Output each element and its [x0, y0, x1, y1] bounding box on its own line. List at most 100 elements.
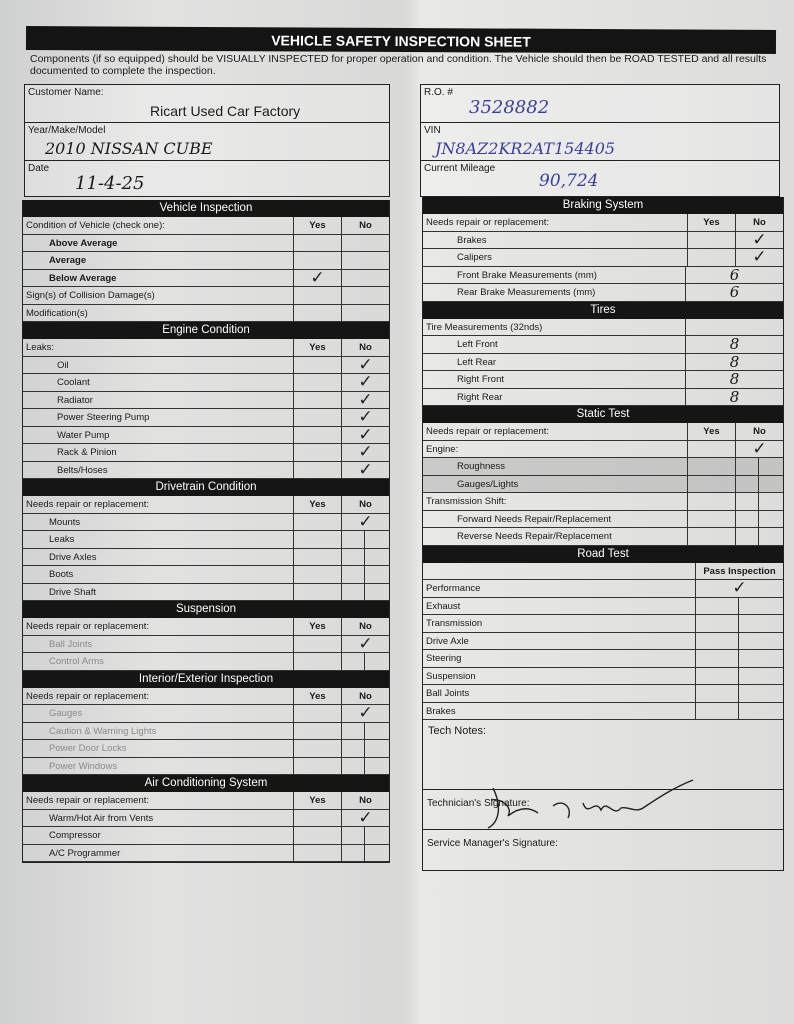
checkbox-no[interactable] — [735, 527, 783, 546]
section-column-header: Leaks: Yes No — [23, 339, 389, 357]
checkbox-yes[interactable] — [293, 444, 341, 461]
checkbox-yes[interactable] — [293, 234, 341, 251]
checkbox-yes[interactable] — [293, 635, 341, 652]
service-manager-signature-field[interactable]: Service Manager's Signature: — [423, 830, 783, 870]
checkbox-yes[interactable] — [293, 461, 341, 478]
checkbox-no[interactable]: ✓ — [341, 426, 389, 443]
measurement-value[interactable]: 8 — [685, 371, 783, 388]
checkbox-pass-inspection[interactable]: ✓ — [695, 580, 783, 597]
checkbox-yes[interactable] — [293, 356, 341, 373]
checkbox-no[interactable] — [341, 530, 389, 549]
section-column-header: Needs repair or replacement: Yes No — [423, 214, 783, 232]
checkbox-yes[interactable] — [293, 513, 341, 530]
checkbox-no[interactable] — [735, 492, 783, 511]
checkbox-no[interactable] — [341, 652, 389, 671]
checkbox-pass-inspection[interactable] — [695, 684, 783, 703]
checkbox-yes[interactable] — [293, 705, 341, 722]
checkbox-no[interactable]: ✓ — [735, 440, 783, 457]
checkbox-no[interactable] — [341, 252, 389, 269]
checkbox-yes[interactable] — [293, 809, 341, 826]
checkbox-yes[interactable] — [293, 409, 341, 426]
checkbox-yes[interactable] — [687, 231, 735, 248]
checkbox-yes[interactable] — [687, 475, 735, 492]
checkbox-yes[interactable] — [687, 493, 735, 510]
checkbox-yes[interactable] — [687, 458, 735, 475]
checkbox-yes[interactable] — [293, 827, 341, 844]
checkbox-yes[interactable] — [293, 844, 341, 861]
column-header-no: No — [341, 496, 389, 513]
checkbox-no[interactable] — [735, 474, 783, 493]
measurement-value[interactable]: 8 — [685, 353, 783, 370]
checkbox-yes[interactable] — [687, 528, 735, 545]
checkbox-yes[interactable] — [293, 391, 341, 408]
checkbox-no[interactable]: ✓ — [341, 356, 389, 373]
measurement-value[interactable]: 8 — [685, 388, 783, 405]
checkbox-no[interactable] — [341, 582, 389, 601]
checkbox-no[interactable] — [341, 269, 389, 286]
checkbox-yes[interactable]: ✓ — [293, 269, 341, 286]
mileage-field[interactable]: Current Mileage 90,724 — [421, 161, 779, 196]
checkbox-pass-inspection[interactable] — [695, 596, 783, 615]
checkbox-no[interactable]: ✓ — [341, 809, 389, 826]
checkbox-no[interactable]: ✓ — [341, 444, 389, 461]
row-left-rear: Left Rear 8 — [423, 353, 783, 371]
checkbox-no[interactable] — [341, 547, 389, 566]
checkbox-no[interactable]: ✓ — [341, 705, 389, 722]
checkbox-pass-inspection[interactable] — [695, 701, 783, 720]
checkbox-no[interactable]: ✓ — [341, 409, 389, 426]
row-gauges-lights: Gauges/Lights — [423, 474, 783, 493]
technician-signature-field[interactable]: Technician's Signature: — [423, 779, 783, 830]
checkbox-no[interactable]: ✓ — [341, 513, 389, 530]
checkbox-no[interactable] — [341, 721, 389, 740]
checkbox-yes[interactable] — [293, 374, 341, 391]
checkbox-no[interactable] — [341, 287, 389, 304]
checkbox-yes[interactable] — [293, 566, 341, 583]
checkbox-yes[interactable] — [293, 531, 341, 548]
checkbox-no[interactable] — [735, 509, 783, 528]
checkbox-no[interactable] — [341, 739, 389, 758]
checkbox-no[interactable] — [341, 304, 389, 321]
checkbox-no[interactable]: ✓ — [341, 391, 389, 408]
checkbox-pass-inspection[interactable] — [695, 649, 783, 668]
checkbox-yes[interactable] — [687, 249, 735, 266]
checkbox-no[interactable] — [341, 756, 389, 775]
checkbox-yes[interactable] — [293, 252, 341, 269]
checkbox-yes[interactable] — [687, 440, 735, 457]
checkbox-no[interactable] — [341, 826, 389, 845]
checkbox-yes[interactable] — [293, 722, 341, 739]
checkbox-yes[interactable] — [687, 510, 735, 527]
checkbox-yes[interactable] — [293, 304, 341, 321]
row-drive-shaft: Drive Shaft — [23, 582, 389, 601]
checkbox-yes[interactable] — [293, 426, 341, 443]
checkbox-pass-inspection[interactable] — [695, 631, 783, 650]
year-make-model-field[interactable]: Year/Make/Model 2010 NISSAN CUBE — [25, 123, 389, 161]
measurement-value[interactable]: 6 — [685, 266, 783, 283]
row-label: Power Door Locks — [49, 743, 127, 754]
row-label: Mounts — [49, 516, 81, 528]
checkbox-yes[interactable] — [293, 653, 341, 670]
measurement-value[interactable]: 6 — [685, 284, 783, 301]
checkbox-no[interactable] — [341, 843, 389, 862]
tech-notes-area[interactable]: Tech Notes: — [423, 720, 783, 790]
checkbox-yes[interactable] — [293, 740, 341, 757]
checkbox-yes[interactable] — [293, 583, 341, 600]
checkbox-yes[interactable] — [293, 287, 341, 304]
vin-field[interactable]: VIN JN8AZ2KR2AT154405 — [421, 123, 779, 161]
ro-field[interactable]: R.O. # 3528882 — [421, 85, 779, 123]
measurement-value[interactable]: 8 — [685, 336, 783, 353]
checkbox-no[interactable]: ✓ — [735, 249, 783, 266]
customer-name-field[interactable]: Customer Name: Ricart Used Car Factory — [25, 85, 389, 123]
checkbox-no[interactable] — [341, 565, 389, 584]
checkbox-no[interactable]: ✓ — [341, 374, 389, 391]
row-label: Gauges/Lights — [457, 478, 519, 490]
checkbox-no[interactable]: ✓ — [341, 635, 389, 652]
checkbox-pass-inspection[interactable] — [695, 614, 783, 633]
date-field[interactable]: Date 11-4-25 — [25, 161, 389, 196]
checkbox-no[interactable] — [735, 457, 783, 476]
checkbox-yes[interactable] — [293, 548, 341, 565]
checkbox-yes[interactable] — [293, 757, 341, 774]
checkbox-pass-inspection[interactable] — [695, 666, 783, 685]
checkbox-no[interactable]: ✓ — [341, 461, 389, 478]
checkbox-no[interactable]: ✓ — [735, 231, 783, 248]
checkbox-no[interactable] — [341, 234, 389, 251]
